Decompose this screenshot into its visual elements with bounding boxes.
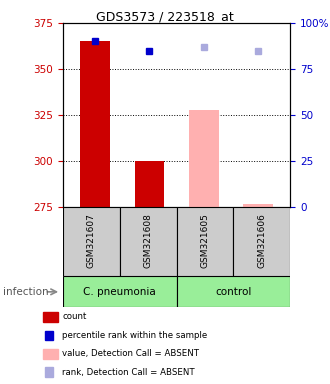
Text: percentile rank within the sample: percentile rank within the sample	[62, 331, 207, 340]
Bar	[177, 207, 234, 276]
Text: GSM321608: GSM321608	[144, 213, 152, 268]
Bar	[189, 110, 218, 207]
Text: GSM321605: GSM321605	[201, 213, 210, 268]
Text: value, Detection Call = ABSENT: value, Detection Call = ABSENT	[62, 349, 199, 358]
Text: control: control	[215, 287, 252, 297]
Bar	[135, 161, 164, 207]
Bar	[45, 367, 53, 377]
Bar	[80, 41, 110, 207]
Text: infection: infection	[3, 287, 49, 297]
Bar	[43, 349, 58, 359]
Bar	[63, 276, 177, 307]
Bar	[243, 204, 273, 207]
Text: GSM321607: GSM321607	[87, 213, 96, 268]
Bar	[233, 207, 290, 276]
Bar	[177, 276, 290, 307]
Text: GSM321606: GSM321606	[257, 213, 266, 268]
Bar	[119, 207, 177, 276]
Text: C. pneumonia: C. pneumonia	[83, 287, 156, 297]
Text: count: count	[62, 312, 86, 321]
Bar	[63, 207, 119, 276]
Bar	[45, 331, 53, 340]
Text: GDS3573 / 223518_at: GDS3573 / 223518_at	[96, 10, 234, 23]
Text: rank, Detection Call = ABSENT: rank, Detection Call = ABSENT	[62, 367, 195, 377]
Bar	[43, 312, 58, 322]
